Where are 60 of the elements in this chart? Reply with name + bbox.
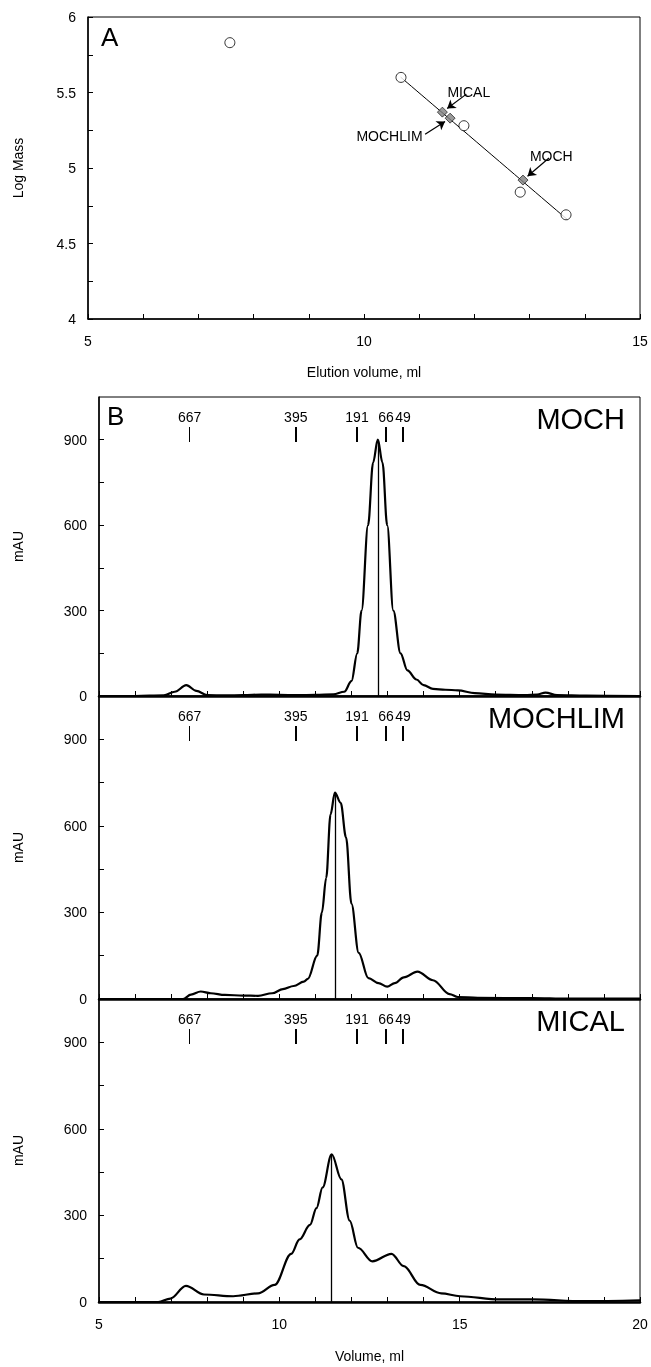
point [560, 209, 572, 221]
annotation: 49 [395, 708, 411, 724]
y-tick-label: 4 [68, 311, 77, 327]
annotation: 49 [395, 409, 411, 425]
y-tick-label: 0 [79, 1294, 88, 1310]
annotation: MOCH [529, 148, 573, 165]
chart-title: A [101, 22, 119, 52]
annotation: 66 [378, 1011, 394, 1027]
x-tick-label: 15 [451, 1316, 468, 1332]
point [514, 186, 526, 198]
y-tick-label: 900 [63, 431, 88, 448]
x-tick-label: 20 [632, 1316, 648, 1332]
y-tick-label: 0 [79, 991, 88, 1007]
point [444, 112, 456, 124]
y-tick-label: 600 [63, 817, 88, 834]
annotation: 191 [345, 1011, 369, 1027]
x-axis-title: Volume, ml [334, 1348, 405, 1364]
annotation: MICAL [447, 84, 491, 101]
annotation: 667 [176, 708, 203, 724]
annotation: 667 [176, 1011, 203, 1027]
x-axis-title: Elution volume, ml [306, 364, 422, 380]
x-tick-label: 10 [271, 1316, 288, 1332]
x-tick-label: 10 [356, 333, 372, 349]
annotation: 395 [283, 409, 309, 425]
annotation: 66 [378, 708, 394, 724]
chart-title: MICAL [536, 1004, 626, 1037]
y-axis-title: mAU [10, 831, 26, 864]
annotation: 191 [345, 708, 369, 724]
y-tick-label: 0 [79, 688, 88, 704]
chart-title: MOCHLIM [488, 701, 626, 734]
y-tick-label: 600 [63, 1120, 88, 1137]
annotation: MOCHLIM [356, 127, 423, 144]
y-tick-label: 5.5 [56, 84, 77, 101]
point [395, 71, 407, 83]
annotation: 667 [176, 409, 203, 425]
x-tick-label: 5 [95, 1316, 104, 1332]
y-tick-label: 900 [63, 731, 88, 748]
point [224, 37, 236, 49]
annotation: 191 [345, 409, 369, 425]
y-axis-title: mAU [10, 530, 26, 563]
y-tick-label: 5 [68, 160, 77, 176]
y-tick-label: 6 [68, 9, 77, 25]
y-axis-title: mAU [10, 1134, 26, 1167]
x-tick-label: 15 [632, 333, 648, 349]
annotation: 395 [283, 708, 309, 724]
point [517, 174, 529, 186]
y-axis-title: Log Mass [10, 137, 26, 199]
y-tick-label: 300 [63, 1207, 88, 1224]
point [436, 106, 448, 118]
point [458, 120, 470, 132]
y-tick-label: 600 [63, 517, 88, 534]
y-tick-label: 4.5 [56, 235, 77, 252]
annotation: 66 [378, 409, 394, 425]
y-tick-label: 900 [63, 1034, 88, 1051]
y-tick-label: 300 [63, 904, 88, 921]
annotation: B [107, 401, 125, 431]
chart-title: MOCH [536, 402, 626, 435]
y-tick-label: 300 [63, 602, 88, 619]
annotation: 49 [395, 1011, 411, 1027]
annotation: 395 [283, 1011, 309, 1027]
